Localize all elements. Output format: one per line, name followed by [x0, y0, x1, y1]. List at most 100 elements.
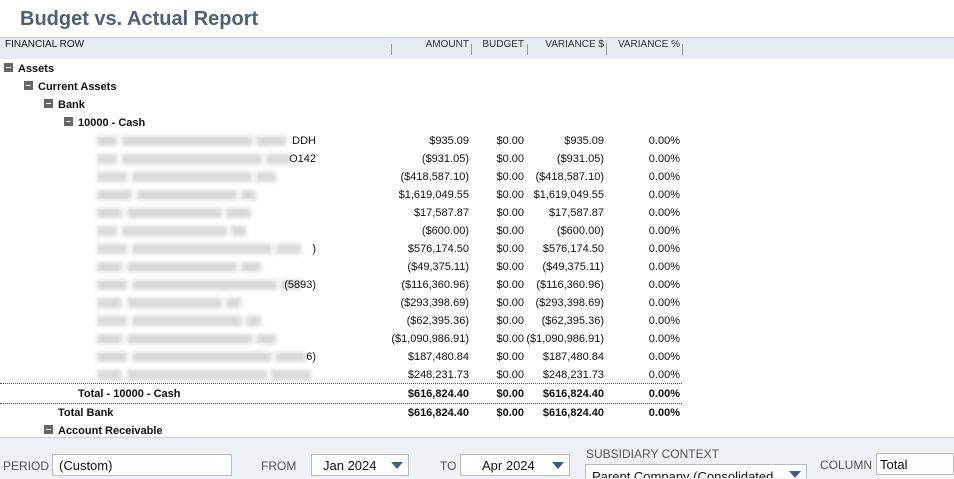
cell: $576,174.50 [407, 243, 469, 255]
redacted-text [122, 226, 227, 236]
redacted-text [266, 154, 291, 164]
column-separator [527, 44, 528, 55]
cell: 0.00% [648, 153, 680, 165]
cell: $187,480.84 [542, 351, 604, 363]
cell: 0.00% [648, 369, 680, 381]
column-field[interactable]: Total [876, 453, 954, 475]
subsidiary-select[interactable]: Parent Company (Consolidated [585, 464, 807, 478]
cell: ($49,375.11) [542, 261, 604, 273]
redacted-text [226, 208, 251, 218]
group-label: Bank [58, 99, 85, 111]
total-separator [0, 383, 682, 384]
cell: ($293,398.69) [535, 297, 605, 309]
cell: $0.00 [496, 153, 524, 165]
redacted-text [276, 352, 306, 362]
cell: $248,231.73 [407, 369, 469, 381]
cell: ($116,360.96) [536, 279, 604, 291]
cell: $935.09 [429, 135, 469, 147]
cell: 0.00% [648, 243, 680, 255]
redacted-text [281, 280, 301, 290]
to-select[interactable]: Apr 2024 [460, 454, 570, 476]
total-label: Total Bank [58, 407, 114, 419]
cell: ($600.00) [556, 225, 604, 237]
cell: 0.00% [648, 388, 680, 400]
group-label: Account Receivable [58, 425, 163, 437]
collapse-icon[interactable] [44, 425, 53, 434]
redacted-text [256, 172, 276, 182]
redacted-text [271, 370, 311, 380]
column-header: VARIANCE % [617, 39, 680, 50]
cell: $0.00 [496, 135, 524, 147]
cell: ($931.05) [421, 153, 469, 165]
redacted-text [122, 154, 262, 164]
cell: 0.00% [648, 171, 680, 183]
cell: ($931.05) [556, 153, 604, 165]
redacted-text [97, 334, 122, 344]
row-label-fragment: DDH [292, 135, 316, 147]
filter-label: SUBSIDIARY CONTEXT [586, 447, 719, 461]
cell: ($62,395.36) [541, 315, 604, 327]
cell: 0.00% [648, 279, 680, 291]
cell: $0.00 [496, 333, 524, 345]
cell: $0.00 [496, 297, 524, 309]
filter-label: COLUMN [820, 458, 873, 472]
group-label: 10000 - Cash [78, 117, 146, 129]
redacted-text [276, 244, 301, 254]
cell: $0.00 [496, 407, 524, 419]
column-separator [391, 44, 392, 55]
cell: $0.00 [496, 279, 524, 291]
filter-label: FROM [261, 459, 297, 473]
redacted-text [256, 136, 286, 146]
redacted-text [97, 244, 127, 254]
redacted-text [97, 172, 127, 182]
report-title: Budget vs. Actual Report [20, 8, 259, 30]
collapse-icon[interactable] [24, 81, 33, 90]
cell: ($293,398.69) [400, 297, 470, 309]
cell: 0.00% [648, 207, 680, 219]
redacted-text [97, 136, 117, 146]
cell: $248,231.73 [542, 369, 604, 381]
cell: ($116,360.96) [401, 279, 469, 291]
redacted-text [97, 352, 127, 362]
redacted-text [127, 370, 267, 380]
collapse-icon[interactable] [4, 63, 13, 72]
cell: $0.00 [496, 207, 524, 219]
total-label: Total - 10000 - Cash [78, 388, 181, 400]
redacted-text [231, 226, 246, 236]
cell: ($49,375.11) [407, 261, 469, 273]
row-label-fragment: ) [312, 243, 316, 255]
redacted-text [97, 226, 117, 236]
collapse-icon[interactable] [44, 99, 53, 108]
cell: 0.00% [648, 297, 680, 309]
cell: ($600.00) [421, 225, 469, 237]
redacted-text [127, 262, 237, 272]
period-field[interactable]: (Custom) [52, 454, 232, 476]
redacted-text [241, 262, 261, 272]
cell: $576,174.50 [542, 243, 604, 255]
cell: $1,619,049.55 [398, 189, 469, 201]
redacted-text [97, 280, 127, 290]
cell: $616,824.40 [542, 388, 604, 400]
redacted-text [241, 190, 256, 200]
dropdown-arrow [552, 462, 564, 469]
cell: ($1,090,986.91) [526, 333, 604, 345]
cell: $616,824.40 [542, 407, 604, 419]
cell: ($62,395.36) [406, 315, 469, 327]
redacted-text [132, 244, 272, 254]
cell: $1,619,049.55 [533, 189, 604, 201]
column-header: FINANCIAL ROW [5, 39, 85, 50]
redacted-text [132, 280, 277, 290]
filter-label: PERIOD [3, 459, 50, 473]
cell: 0.00% [648, 315, 680, 327]
total-separator [0, 403, 682, 404]
redacted-text [97, 262, 122, 272]
cell: 0.00% [648, 189, 680, 201]
redacted-text [97, 316, 127, 326]
dropdown-arrow [391, 462, 403, 469]
collapse-icon[interactable] [64, 117, 73, 126]
column-header: VARIANCE $ [545, 39, 604, 50]
from-select[interactable]: Jan 2024 [311, 454, 409, 476]
cell: $0.00 [496, 388, 524, 400]
redacted-text [132, 172, 252, 182]
